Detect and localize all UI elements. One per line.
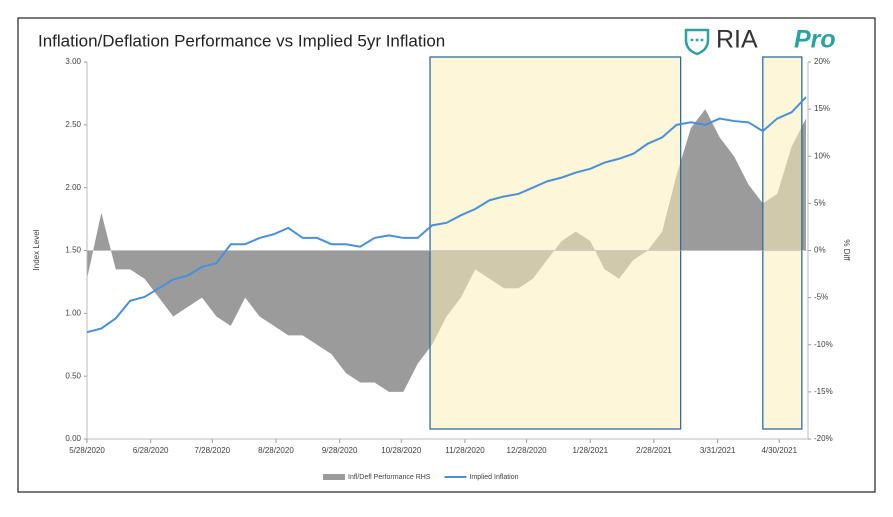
legend: Infl/Defl Performance RHS Implied Inflati…	[323, 474, 519, 481]
brand-logo: RIA Pro	[684, 26, 836, 56]
brand-name: RIA	[716, 26, 758, 54]
logo-shield	[684, 28, 710, 56]
x-tick-label: 5/28/2020	[69, 446, 105, 455]
x-tick-label: 11/28/2020	[445, 446, 485, 455]
y-tick-label: 1.50	[65, 246, 81, 255]
highlight-region	[762, 56, 803, 430]
x-tick-label: 10/28/2020	[381, 446, 422, 455]
y-tick-label: 1.00	[65, 308, 81, 317]
logo-dot	[690, 38, 694, 42]
y2-tick-label: 20%	[814, 57, 830, 66]
x-tick-label: 7/28/2020	[195, 446, 231, 455]
y2-tick-label: 5%	[814, 198, 826, 207]
y2-tick-label: -5%	[814, 293, 828, 302]
y2-tick-label: 10%	[814, 151, 830, 160]
y2-tick-label: -15%	[814, 387, 833, 396]
x-tick-label: 12/28/2020	[507, 446, 548, 455]
x-tick-label: 6/28/2020	[133, 446, 169, 455]
highlight-region	[429, 56, 682, 430]
y2-tick-label: 0%	[814, 246, 826, 255]
x-tick-label: 1/28/2021	[572, 446, 608, 455]
x-tick-label: 2/28/2021	[636, 446, 672, 455]
legend-swatch	[323, 474, 345, 480]
x-tick-label: 3/31/2021	[700, 446, 736, 455]
line	[86, 96, 807, 334]
y-tick-label: 3.00	[65, 57, 81, 66]
legend-label: Infl/Defl Performance RHS	[348, 474, 431, 481]
logo-dot	[700, 38, 704, 42]
x-tick-label: 8/28/2020	[258, 446, 294, 455]
y-tick-label: 2.50	[65, 120, 81, 129]
y-axis-label: Index Level	[32, 229, 41, 270]
brand-suffix: Pro	[794, 26, 836, 54]
x-tick-label: 9/28/2020	[322, 446, 358, 455]
y2-tick-label: -20%	[814, 434, 833, 443]
logo-dot	[695, 38, 699, 42]
y-tick-label: 0.50	[65, 371, 81, 380]
legend-label: Implied Inflation	[469, 474, 518, 481]
y2-axis-label: % Diff	[842, 239, 851, 261]
y-tick-label: 0.00	[65, 434, 81, 443]
chart-title: Inflation/Deflation Performance vs Impli…	[38, 31, 445, 50]
y2-tick-label: 15%	[814, 104, 830, 113]
y-tick-label: 2.00	[65, 183, 81, 192]
x-tick-label: 4/30/2021	[761, 446, 797, 455]
y2-tick-label: -10%	[814, 340, 833, 349]
